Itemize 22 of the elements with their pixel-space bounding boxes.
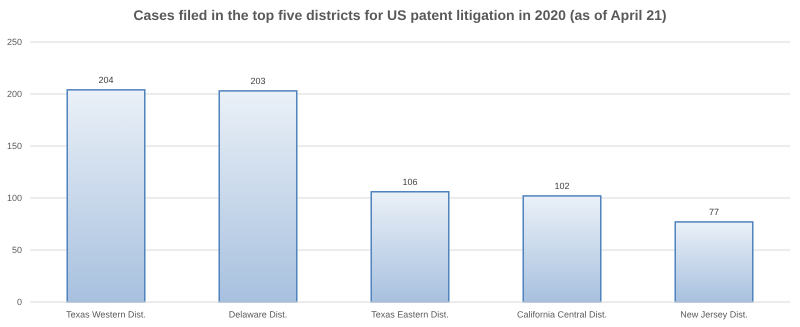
data-label: 77 bbox=[708, 206, 720, 217]
bar bbox=[370, 191, 450, 303]
x-tick-label: Delaware Dist. bbox=[228, 309, 288, 320]
bar bbox=[674, 221, 754, 303]
data-label: 204 bbox=[98, 74, 114, 85]
data-label: 106 bbox=[402, 176, 418, 187]
x-tick-label: California Central Dist. bbox=[516, 309, 608, 320]
bar bbox=[522, 195, 602, 303]
data-label: 102 bbox=[554, 180, 570, 191]
x-tick-label: Texas Western Dist. bbox=[66, 309, 146, 320]
y-tick-label: 250 bbox=[6, 36, 22, 47]
x-tick-label: New Jersey Dist. bbox=[680, 309, 748, 320]
data-label: 203 bbox=[250, 76, 266, 86]
y-tick-label: 150 bbox=[6, 140, 22, 151]
bar bbox=[66, 89, 146, 303]
chart-title: Cases filed in the top five districts for US patent litigation in 2020 (as of April 21) bbox=[133, 7, 667, 23]
y-tick-label: 200 bbox=[6, 88, 22, 99]
x-tick-label: Texas Eastern Dist. bbox=[371, 309, 449, 320]
y-tick-label: 100 bbox=[6, 192, 22, 203]
bar bbox=[218, 90, 298, 303]
y-tick-label: 50 bbox=[12, 244, 22, 255]
y-tick-label: 0 bbox=[16, 296, 22, 307]
